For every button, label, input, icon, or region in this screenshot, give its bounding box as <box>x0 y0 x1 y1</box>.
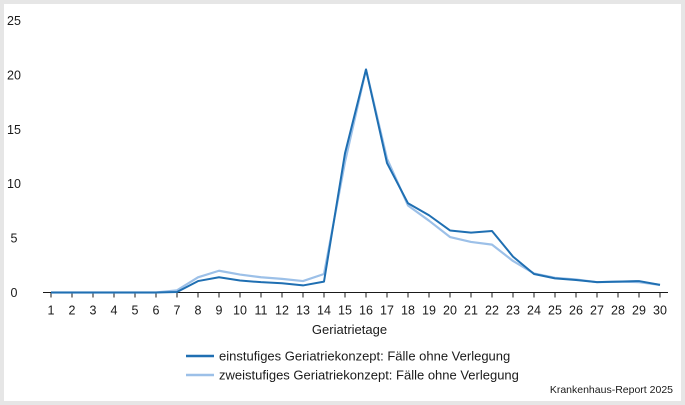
y-tick-label: 0 <box>11 286 18 300</box>
x-tick-label: 10 <box>233 304 247 318</box>
source-note: Krankenhaus-Report 2025 <box>550 384 673 396</box>
x-axis-title: Geriatrietage <box>312 322 387 337</box>
y-tick-label: 10 <box>7 177 21 191</box>
x-tick-label: 5 <box>132 304 139 318</box>
y-tick-label: 25 <box>7 14 21 28</box>
x-tick-label: 22 <box>485 304 499 318</box>
x-tick-label: 28 <box>611 304 625 318</box>
x-tick-label: 24 <box>527 304 541 318</box>
y-tick-label: 5 <box>11 232 18 246</box>
x-tick-label: 20 <box>443 304 457 318</box>
x-tick-label: 23 <box>506 304 520 318</box>
x-tick-label: 1 <box>48 304 55 318</box>
x-tick-label: 27 <box>590 304 604 318</box>
x-tick-label: 21 <box>464 304 478 318</box>
series-line-2 <box>51 68 661 294</box>
x-tick-label: 29 <box>632 304 646 318</box>
x-tick-label: 19 <box>422 304 436 318</box>
x-tick-label: 18 <box>401 304 415 318</box>
x-tick-label: 3 <box>90 304 97 318</box>
x-tick-label: 26 <box>569 304 583 318</box>
x-tick-label: 6 <box>153 304 160 318</box>
x-tick-label: 15 <box>338 304 352 318</box>
x-tick-label: 7 <box>174 304 181 318</box>
x-tick-label: 11 <box>255 304 268 318</box>
legend-label-2: zweistufiges Geriatriekonzept: Fälle ohn… <box>219 368 519 383</box>
x-tick-label: 13 <box>296 304 310 318</box>
x-tick-label: 30 <box>653 304 667 318</box>
y-tick-label: 15 <box>7 123 21 137</box>
series-line-1 <box>51 68 661 294</box>
x-tick-label: 14 <box>317 304 331 318</box>
legend-label-1: einstufiges Geriatriekonzept: Fälle ohne… <box>219 349 510 364</box>
x-tick-label: 2 <box>69 304 76 318</box>
x-tick-label: 25 <box>548 304 562 318</box>
x-tick-label: 16 <box>359 304 373 318</box>
y-tick-label: 20 <box>7 68 21 82</box>
x-tick-label: 4 <box>111 304 118 318</box>
x-tick-label: 12 <box>275 304 289 318</box>
x-tick-label: 9 <box>216 304 223 318</box>
x-tick-label: 8 <box>195 304 202 318</box>
x-tick-label: 17 <box>380 304 394 318</box>
